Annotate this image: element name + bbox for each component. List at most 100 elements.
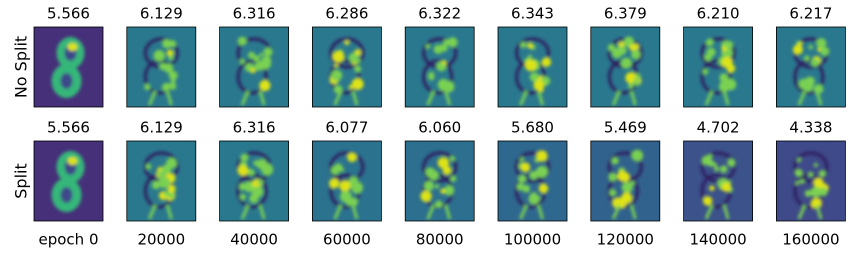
blob	[535, 165, 548, 178]
image-content	[143, 37, 179, 106]
image-panel	[776, 141, 846, 221]
blob	[240, 90, 250, 106]
blob	[704, 204, 714, 220]
blob	[422, 151, 458, 183]
blob	[810, 58, 820, 67]
blob	[159, 62, 167, 71]
blob	[240, 153, 249, 162]
blob	[60, 187, 73, 203]
blob	[541, 57, 552, 67]
blob	[816, 38, 827, 49]
image-content	[236, 36, 273, 106]
blob	[437, 157, 450, 169]
blob	[630, 180, 635, 186]
blob	[259, 79, 271, 92]
blob	[444, 204, 452, 220]
blob	[67, 43, 78, 51]
blob	[528, 193, 540, 205]
blob	[420, 190, 432, 202]
panel-frame	[683, 26, 753, 108]
blob	[334, 63, 339, 68]
blob	[168, 55, 174, 61]
panel-title: 6.060	[418, 119, 461, 137]
blob	[820, 46, 830, 56]
blob	[629, 44, 636, 51]
column-label: 40000	[230, 231, 278, 249]
blob	[333, 204, 343, 220]
blob	[524, 59, 537, 72]
blob	[819, 187, 828, 197]
blob	[714, 166, 720, 172]
blob	[722, 90, 730, 106]
image-content	[51, 151, 85, 212]
blob	[237, 164, 249, 176]
blob	[339, 167, 345, 172]
image-content	[420, 151, 458, 220]
blob	[519, 204, 528, 220]
blob	[250, 68, 256, 74]
image-panel	[776, 27, 846, 107]
blob	[351, 90, 359, 106]
blob	[236, 59, 268, 95]
blob	[798, 41, 803, 46]
panel-title: 5.566	[47, 5, 90, 23]
blob	[799, 179, 805, 184]
image-content	[422, 37, 458, 106]
column-label: epoch 0	[39, 231, 99, 249]
blob	[426, 204, 436, 220]
blob	[792, 44, 803, 55]
image-content	[700, 151, 736, 220]
image-content	[700, 37, 737, 106]
blob	[153, 49, 166, 62]
blob	[426, 90, 436, 106]
blob	[519, 157, 525, 162]
blob	[804, 189, 812, 197]
image-panel	[498, 27, 567, 107]
panel-title: 6.343	[511, 5, 554, 23]
blob	[257, 179, 264, 186]
panel-title: 5.566	[47, 119, 90, 137]
blob	[165, 90, 173, 106]
blob	[727, 158, 736, 167]
blob	[617, 170, 628, 182]
blob	[704, 53, 712, 62]
image-panel	[590, 141, 660, 221]
column-label: 80000	[416, 231, 464, 249]
blob	[808, 171, 814, 177]
image-panel	[126, 141, 196, 221]
panel-title: 5.469	[604, 119, 647, 137]
blob	[434, 184, 440, 189]
blob	[158, 176, 171, 189]
blob	[518, 174, 527, 183]
panel-title: 6.077	[325, 119, 368, 137]
blob	[349, 197, 359, 207]
blob	[515, 151, 550, 183]
image-content	[793, 151, 829, 220]
blob	[609, 189, 617, 197]
blob	[237, 36, 247, 46]
blob	[439, 85, 446, 92]
panel-frame	[497, 26, 568, 108]
blob	[354, 65, 362, 73]
blob	[330, 69, 343, 81]
panel-frame	[404, 26, 475, 108]
blob	[443, 185, 455, 196]
blob	[157, 170, 166, 179]
blob	[724, 78, 737, 91]
blob	[428, 71, 435, 78]
blob	[440, 188, 446, 194]
blob	[239, 183, 247, 191]
blob	[147, 90, 157, 106]
image-content	[143, 151, 179, 220]
panel-title: 5.680	[511, 119, 554, 137]
panel-frame	[311, 140, 382, 222]
blob	[808, 44, 814, 50]
blob	[529, 72, 540, 82]
blob	[538, 183, 549, 194]
column-label: 60000	[323, 231, 371, 249]
panel-title: 6.210	[697, 5, 740, 23]
blob	[329, 178, 340, 189]
blob	[629, 204, 637, 220]
image-panel	[590, 27, 660, 107]
image-panel	[312, 141, 382, 221]
